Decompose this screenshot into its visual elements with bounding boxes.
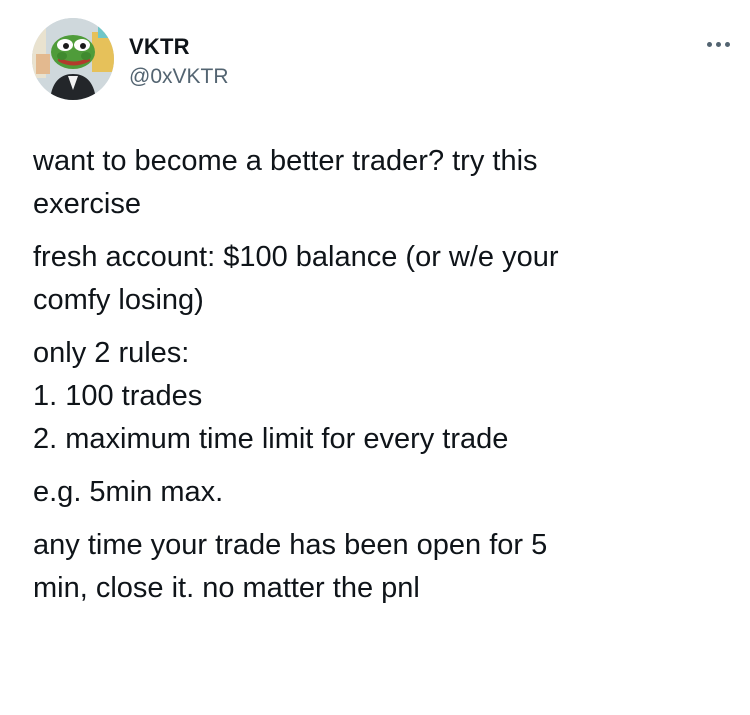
text-line: 1. 100 trades: [33, 380, 203, 412]
user-handle[interactable]: @0xVKTR: [129, 65, 229, 88]
more-options-button[interactable]: [690, 34, 730, 54]
tweet-paragraph: only 2 rules: 1. 100 trades 2. maximum t…: [33, 332, 723, 461]
tweet-paragraph: want to become a better trader? try this…: [33, 140, 723, 226]
text-line: 2. maximum time limit for every trade: [33, 423, 509, 455]
frog-avatar-icon: [32, 18, 114, 100]
tweet-paragraph: e.g. 5min max.: [33, 471, 723, 514]
more-horizontal-icon: [725, 41, 730, 47]
more-horizontal-icon: [707, 41, 712, 47]
text-line: want to become a better trader? try this: [33, 145, 538, 177]
display-name[interactable]: VKTR: [129, 34, 190, 59]
tweet-text: want to become a better trader? try this…: [33, 140, 723, 620]
text-line: fresh account: $100 balance (or w/e your: [33, 241, 559, 273]
text-line: comfy losing): [33, 284, 204, 316]
tweet-paragraph: fresh account: $100 balance (or w/e your…: [33, 236, 723, 322]
text-line: any time your trade has been open for 5: [33, 529, 548, 561]
tweet-paragraph: any time your trade has been open for 5 …: [33, 524, 723, 610]
avatar[interactable]: [32, 18, 114, 100]
more-horizontal-icon: [716, 41, 721, 47]
text-line: exercise: [33, 188, 141, 220]
text-line: e.g. 5min max.: [33, 476, 224, 508]
text-line: min, close it. no matter the pnl: [33, 572, 420, 604]
author-block: VKTR @0xVKTR: [129, 34, 229, 90]
tweet-header: VKTR @0xVKTR: [32, 18, 730, 102]
text-line: only 2 rules:: [33, 337, 190, 369]
